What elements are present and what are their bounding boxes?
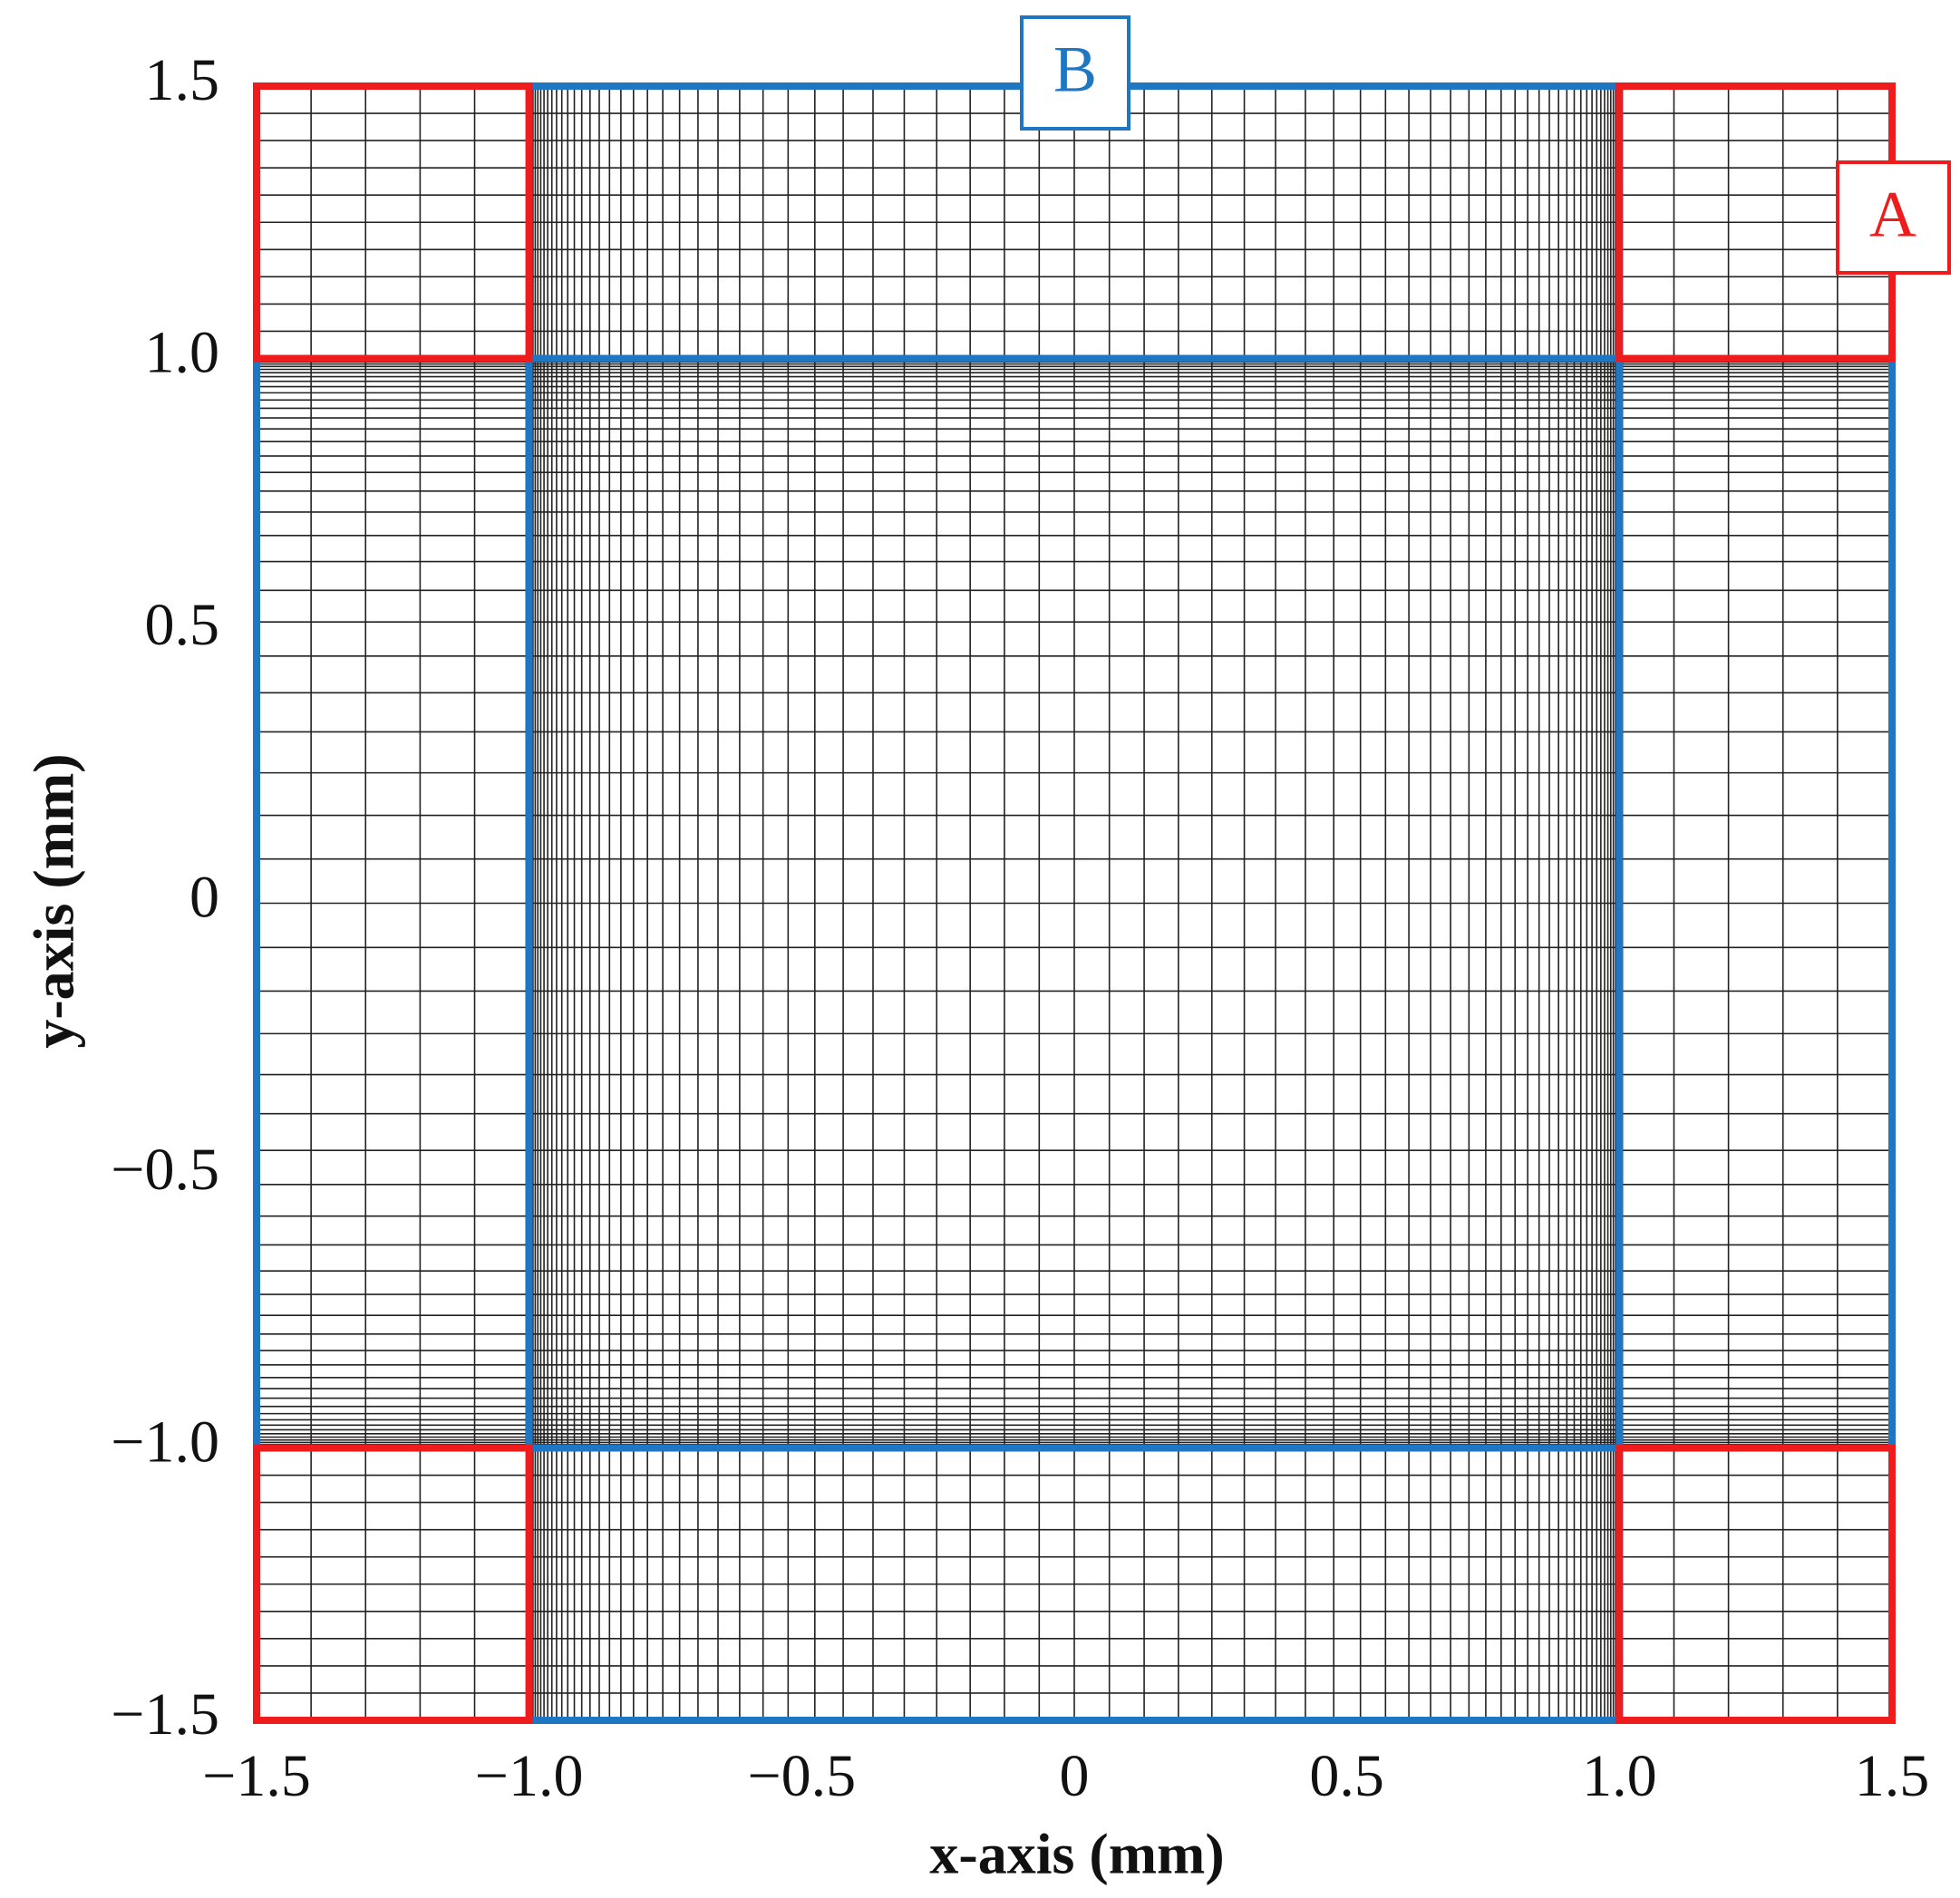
region-box bbox=[253, 1444, 533, 1724]
annotation-box bbox=[1020, 15, 1130, 131]
x-tick-label: 0.5 bbox=[1309, 1743, 1384, 1809]
x-tick-label: 0 bbox=[1060, 1743, 1090, 1809]
mesh bbox=[256, 85, 1893, 1721]
annotation: A bbox=[1869, 179, 1916, 251]
y-tick-label: −0.5 bbox=[111, 1137, 219, 1203]
regions bbox=[253, 82, 1897, 1724]
x-tick-label: −1.0 bbox=[475, 1743, 584, 1809]
y-tick-label: −1.5 bbox=[111, 1681, 219, 1748]
x-tick-label: 1.0 bbox=[1582, 1743, 1657, 1809]
annotation: B bbox=[1053, 34, 1097, 106]
region-box bbox=[253, 82, 533, 363]
x-tick-label: 1.5 bbox=[1855, 1743, 1930, 1809]
y-tick-label: 0 bbox=[189, 865, 219, 931]
y-axis-label: y-axis (mm) bbox=[22, 753, 86, 1048]
annotation-box bbox=[1836, 160, 1951, 275]
y-tick-label: 1.5 bbox=[145, 47, 220, 113]
region-box bbox=[1616, 1444, 1897, 1724]
y-tick-label: 0.5 bbox=[145, 592, 220, 658]
region-box bbox=[525, 354, 1624, 1452]
x-tick-label: −0.5 bbox=[747, 1743, 856, 1809]
x-tick-label: −1.5 bbox=[202, 1743, 311, 1809]
y-tick-label: −1.0 bbox=[111, 1409, 219, 1476]
x-axis-label: x-axis (mm) bbox=[929, 1822, 1224, 1886]
y-tick-label: 1.0 bbox=[145, 320, 220, 386]
